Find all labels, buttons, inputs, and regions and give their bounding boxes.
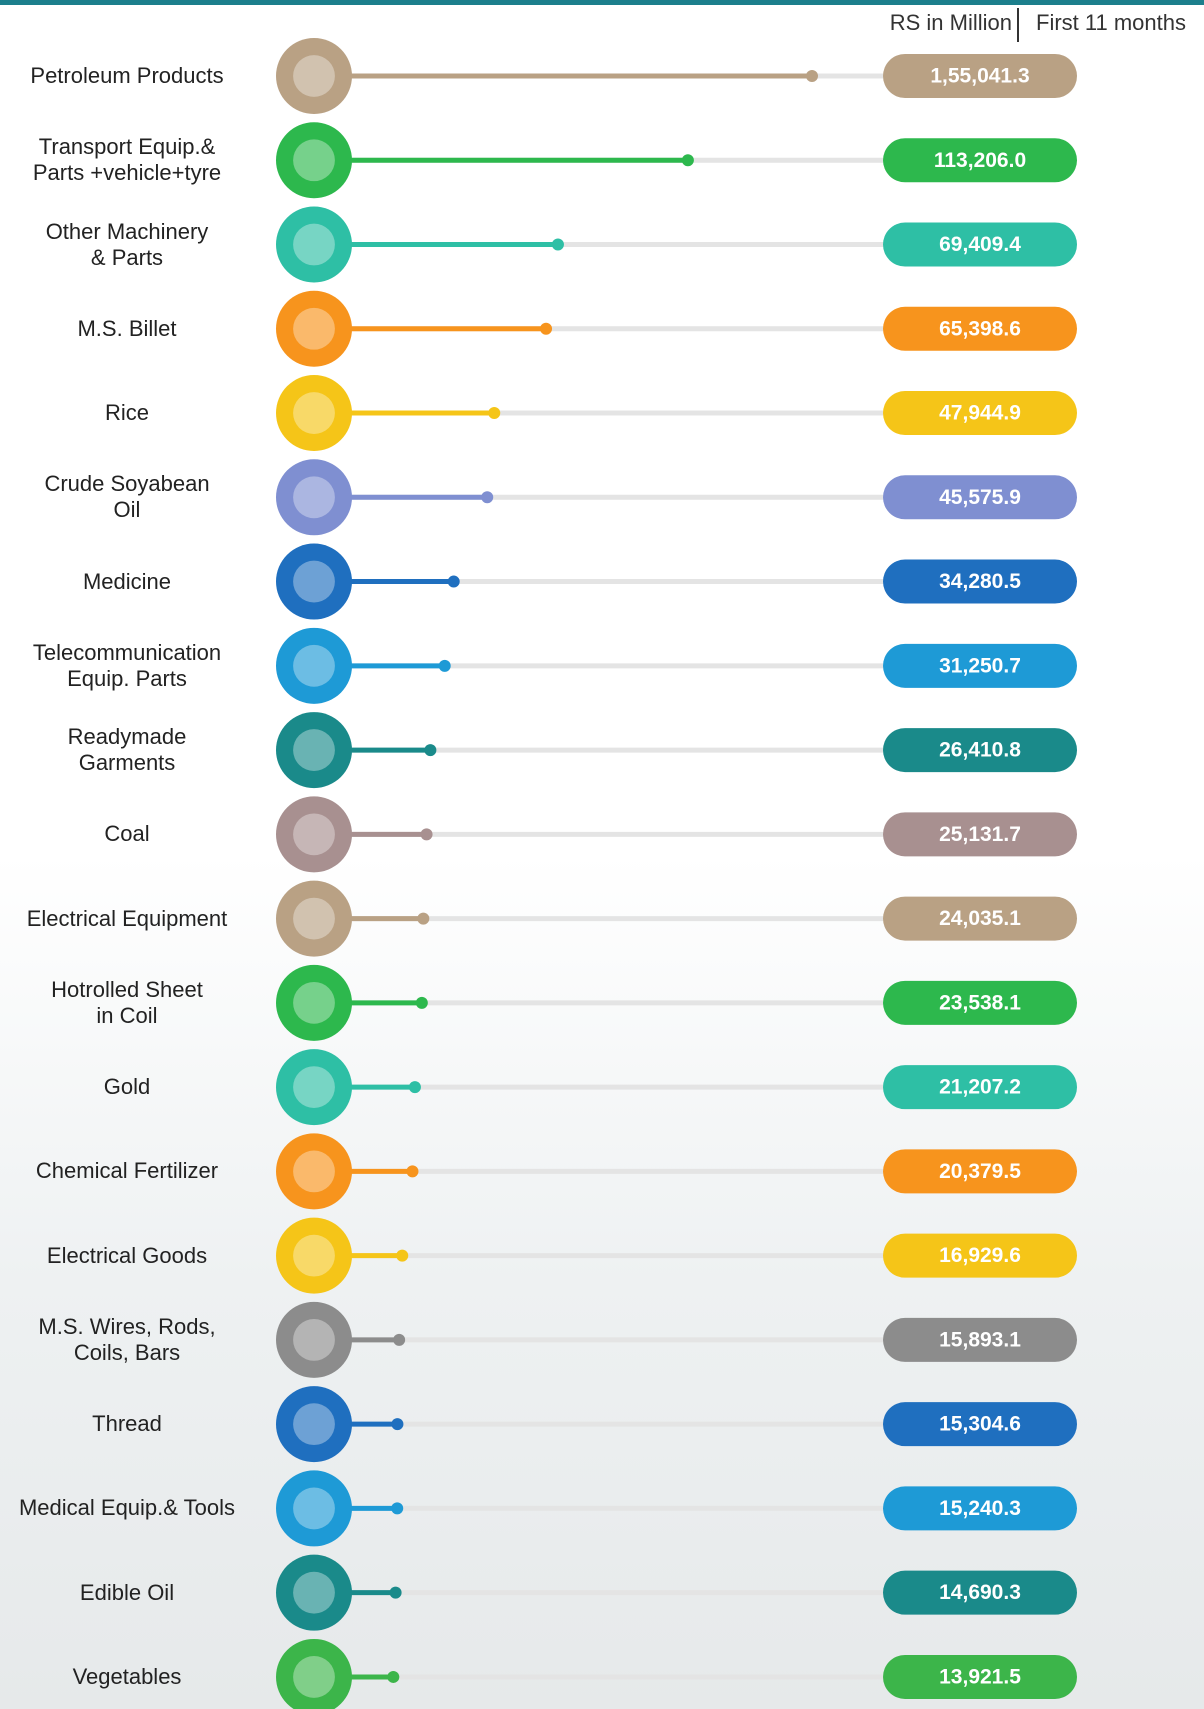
bar-dot (540, 323, 552, 335)
value-label: 69,409.4 (939, 233, 1021, 256)
icon-inner (293, 645, 335, 687)
category-label: Telecommunication Equip. Parts (2, 640, 252, 692)
bar-dot (391, 1502, 403, 1514)
value-label: 15,893.1 (939, 1328, 1021, 1351)
value-label: 15,240.3 (939, 1497, 1021, 1520)
icon-inner (293, 55, 335, 97)
bar-dot (424, 744, 436, 756)
bar-dot (416, 997, 428, 1009)
top-band (0, 0, 1204, 5)
icon-inner (293, 1066, 335, 1108)
category-label: Coal (2, 821, 252, 847)
value-label: 47,944.9 (939, 402, 1021, 425)
icon-inner (293, 1150, 335, 1192)
bar-dot (481, 491, 493, 503)
category-label: Electrical Equipment (2, 906, 252, 932)
value-label: 23,538.1 (939, 991, 1021, 1014)
bar-dot (409, 1081, 421, 1093)
icon-inner (293, 1403, 335, 1445)
bar-dot (391, 1418, 403, 1430)
bar-dot (552, 239, 564, 251)
value-label: 16,929.6 (939, 1244, 1021, 1267)
value-label: 21,207.2 (939, 1076, 1021, 1099)
icon-inner (293, 1235, 335, 1277)
category-label: Hotrolled Sheet in Coil (2, 977, 252, 1029)
value-label: 34,280.5 (939, 570, 1021, 593)
bar-dot (406, 1165, 418, 1177)
value-label: 14,690.3 (939, 1581, 1021, 1604)
category-label: Gold (2, 1074, 252, 1100)
category-label: Edible Oil (2, 1580, 252, 1606)
unit-label: RS in Million (890, 10, 1012, 36)
icon-inner (293, 982, 335, 1024)
value-label: 13,921.5 (939, 1665, 1021, 1688)
icon-inner (293, 1488, 335, 1530)
bar-dot (393, 1334, 405, 1346)
period-label: First 11 months (1036, 10, 1186, 36)
category-label: M.S. Wires, Rods, Coils, Bars (2, 1314, 252, 1366)
value-label: 65,398.6 (939, 317, 1021, 340)
icon-inner (293, 308, 335, 350)
category-label: Rice (2, 400, 252, 426)
category-label: Medicine (2, 569, 252, 595)
category-label: M.S. Billet (2, 316, 252, 342)
icon-inner (293, 224, 335, 266)
value-label: 45,575.9 (939, 486, 1021, 509)
category-label: Vegetables (2, 1664, 252, 1690)
category-label: Electrical Goods (2, 1243, 252, 1269)
icon-inner (293, 139, 335, 181)
value-label: 1,55,041.3 (930, 65, 1029, 88)
icon-inner (293, 898, 335, 940)
value-label: 113,206.0 (934, 149, 1026, 172)
icon-inner (293, 813, 335, 855)
bar-dot (387, 1671, 399, 1683)
category-label: Transport Equip.& Parts +vehicle+tyre (2, 134, 252, 186)
icon-inner (293, 561, 335, 603)
category-label: Petroleum Products (2, 63, 252, 89)
infographic: 1,55,041.3 113,206.0 69,409.4 65,398.6 47,94… (0, 0, 1204, 1709)
category-label: Medical Equip.& Tools (2, 1495, 252, 1521)
bar-dot (806, 70, 818, 82)
value-label: 24,035.1 (939, 907, 1021, 930)
bar-dot (421, 828, 433, 840)
value-label: 25,131.7 (939, 823, 1021, 846)
icon-inner (293, 729, 335, 771)
category-label: Other Machinery & Parts (2, 219, 252, 271)
value-label: 15,304.6 (939, 1413, 1021, 1436)
bar-dot (448, 576, 460, 588)
bar-dot (488, 407, 500, 419)
category-label: Chemical Fertilizer (2, 1158, 252, 1184)
bar-dot (682, 154, 694, 166)
value-label: 20,379.5 (939, 1160, 1021, 1183)
bar-dot (396, 1250, 408, 1262)
icon-inner (293, 392, 335, 434)
category-label: Thread (2, 1411, 252, 1437)
icon-inner (293, 1572, 335, 1614)
bar-dot (417, 913, 429, 925)
bar-dot (439, 660, 451, 672)
icon-inner (293, 476, 335, 518)
category-label: Crude Soyabean Oil (2, 471, 252, 523)
value-label: 26,410.8 (939, 739, 1021, 762)
category-label: Readymade Garments (2, 724, 252, 776)
icon-inner (293, 1656, 335, 1698)
bar-dot (390, 1587, 402, 1599)
icon-inner (293, 1319, 335, 1361)
value-label: 31,250.7 (939, 654, 1021, 677)
